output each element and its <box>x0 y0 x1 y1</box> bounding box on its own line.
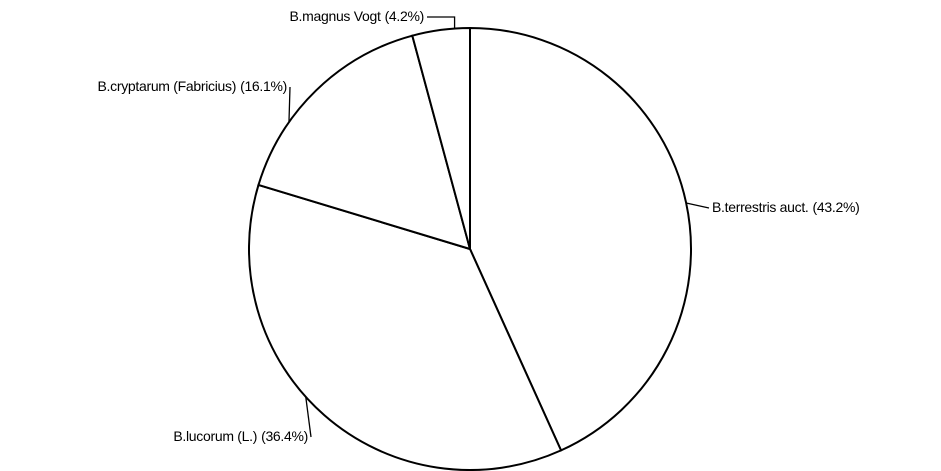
pie-slice <box>469 26 692 452</box>
leader-line <box>427 16 456 29</box>
slice-name: B.magnus Vogt <box>290 8 381 24</box>
slice-value: (43.2%) <box>813 199 860 215</box>
slice-label: B.magnus Vogt (4.2%) <box>290 8 425 24</box>
slice-value: (4.2%) <box>385 8 424 24</box>
slice-label: B.cryptarum (Fabricius) (16.1%) <box>98 78 288 94</box>
slice-value: (36.4%) <box>261 428 308 444</box>
slice-name: B.cryptarum (Fabricius) <box>98 78 237 94</box>
slice-label: B.terrestris auct. (43.2%) <box>712 199 859 215</box>
leader-line <box>288 86 291 123</box>
slice-name: B.terrestris auct. <box>712 199 809 215</box>
slice-name: B.lucorum (L.) <box>173 428 257 444</box>
pie-slice <box>411 26 471 250</box>
slice-label: B.lucorum (L.) (36.4%) <box>173 428 308 444</box>
leader-line <box>305 396 312 438</box>
pie-slice <box>248 183 563 471</box>
pie-slice <box>257 34 472 251</box>
leader-line <box>686 202 710 209</box>
slice-value: (16.1%) <box>240 78 287 94</box>
